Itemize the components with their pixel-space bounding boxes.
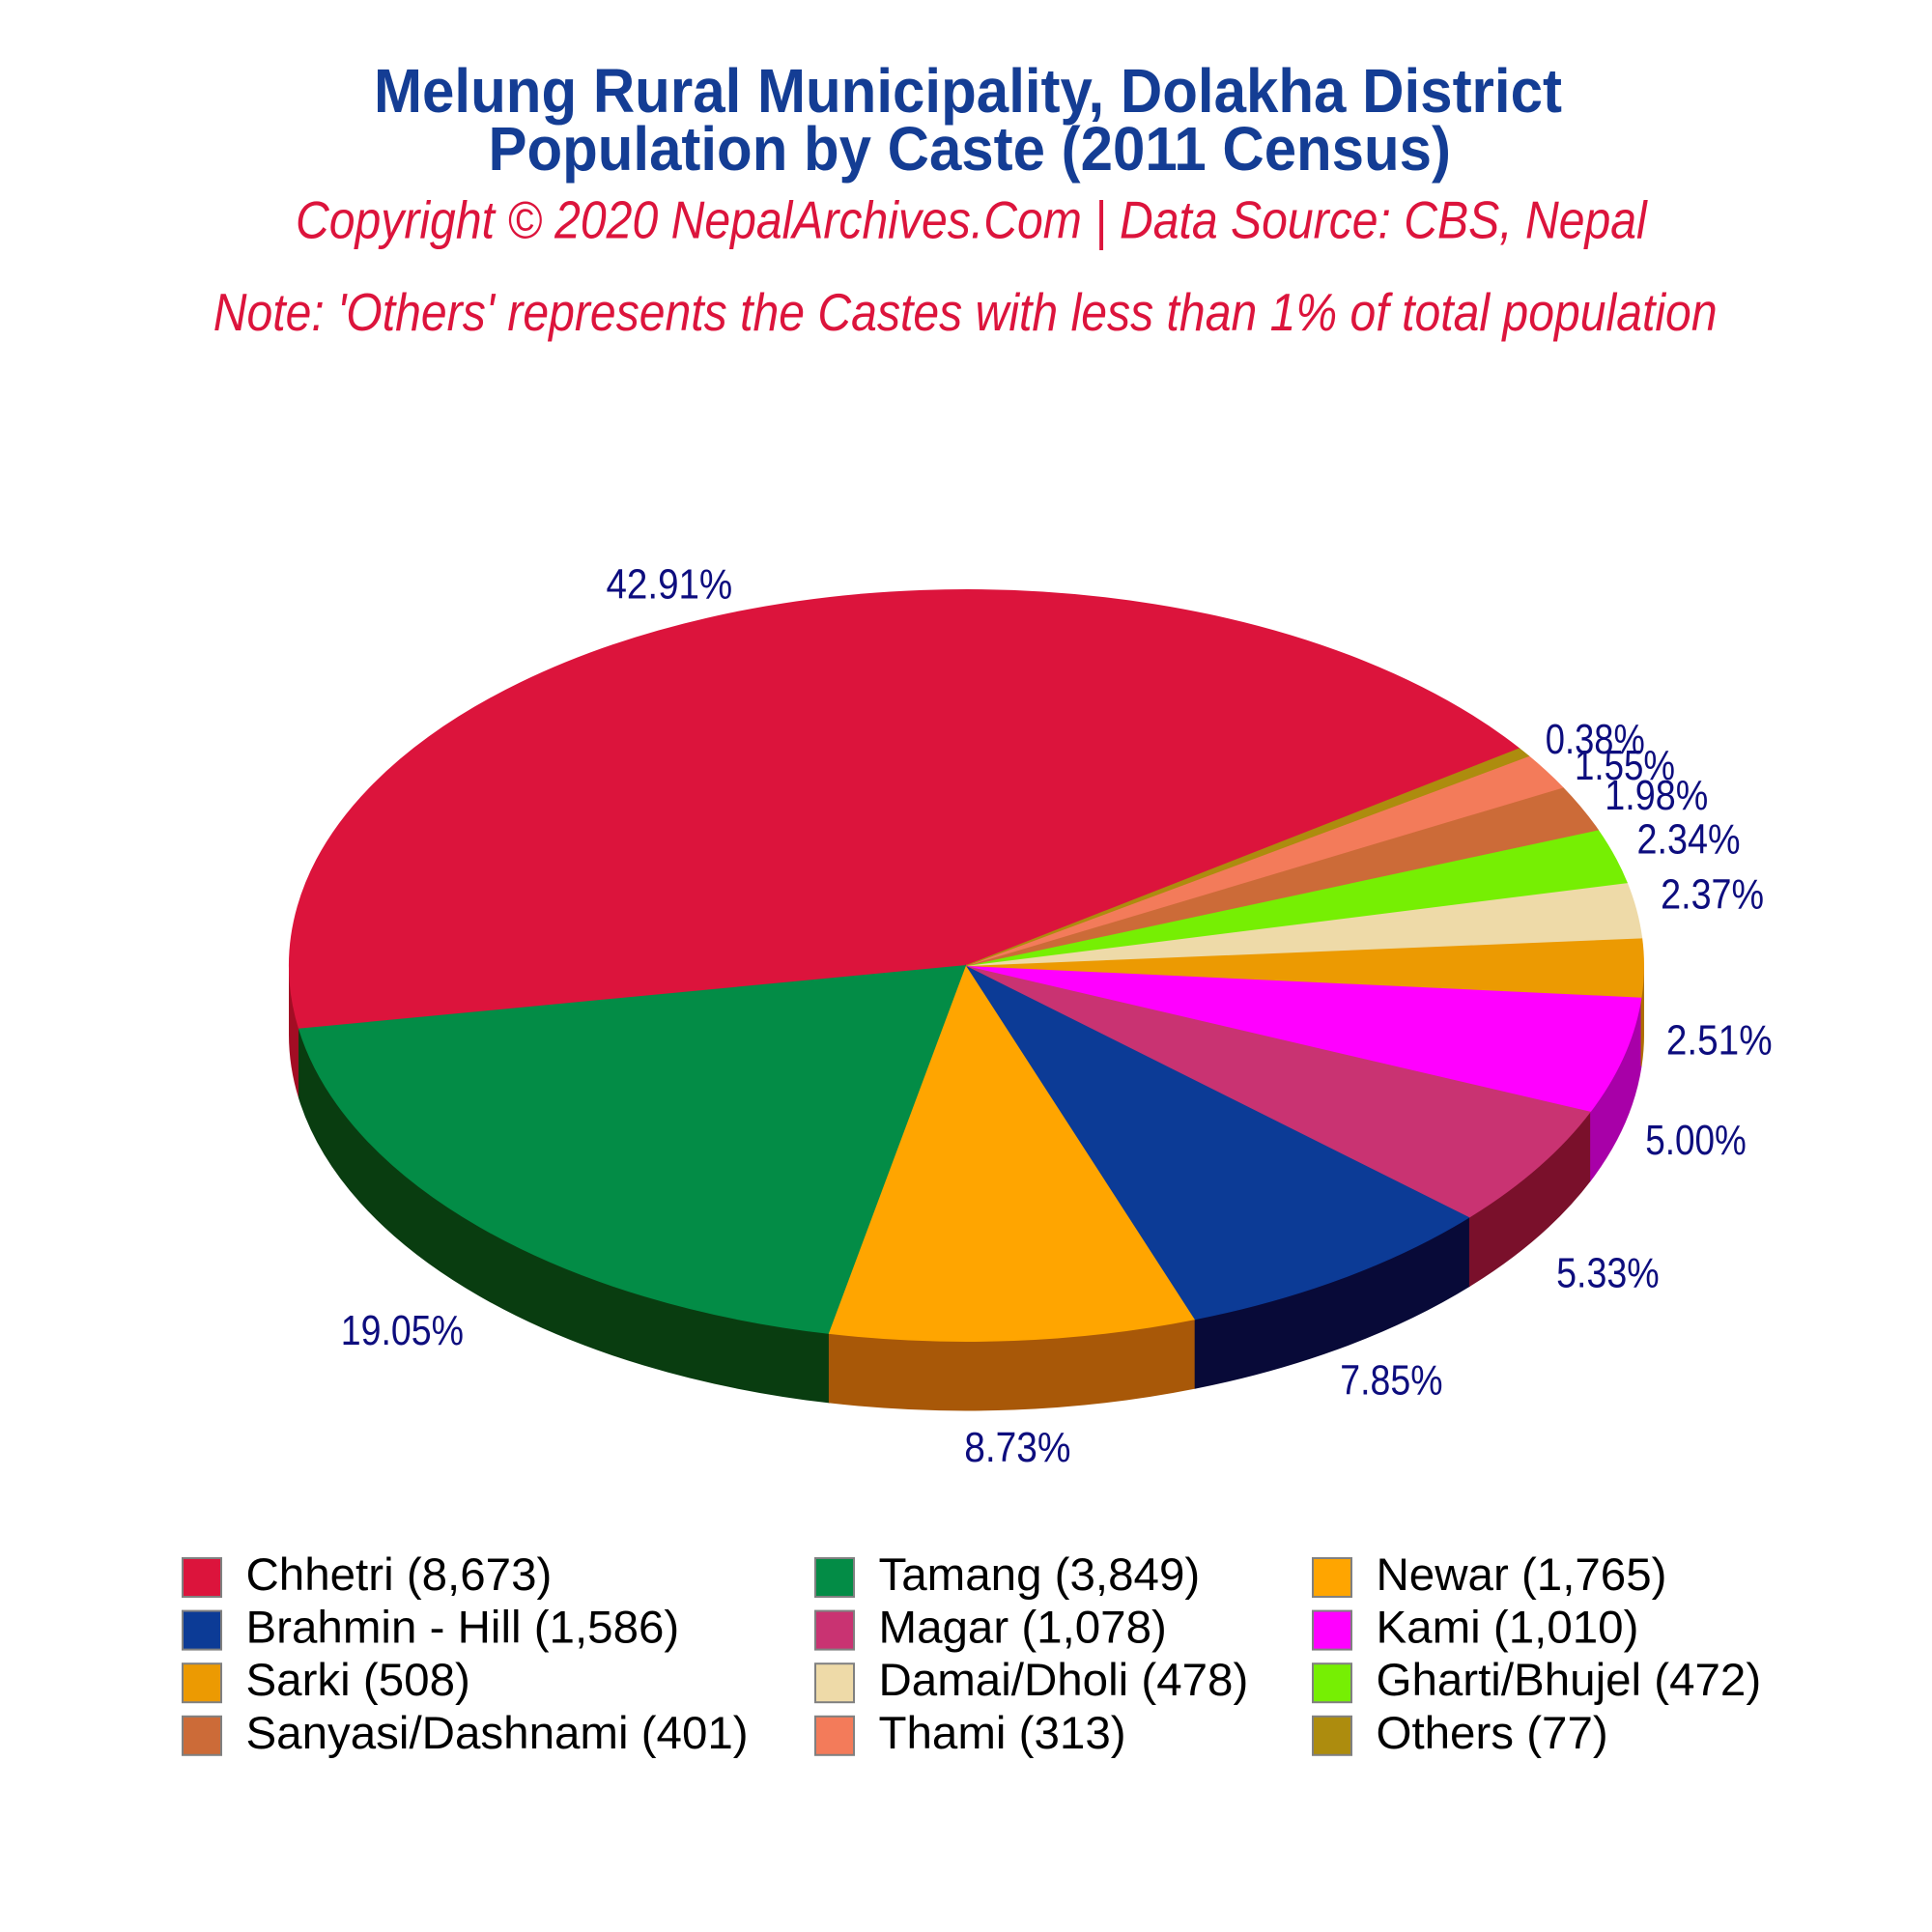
svg-text:0.38%: 0.38% xyxy=(1546,716,1645,763)
svg-text:Population by Caste (2011 Cens: Population by Caste (2011 Census) xyxy=(489,114,1452,184)
svg-text:Sarki (508): Sarki (508) xyxy=(246,1655,470,1706)
svg-text:Kami (1,010): Kami (1,010) xyxy=(1377,1603,1639,1654)
svg-text:1.98%: 1.98% xyxy=(1605,772,1708,819)
svg-text:Newar (1,765): Newar (1,765) xyxy=(1377,1549,1667,1601)
svg-text:5.00%: 5.00% xyxy=(1645,1117,1747,1164)
svg-text:1.55%: 1.55% xyxy=(1575,742,1675,789)
svg-text:2.37%: 2.37% xyxy=(1661,871,1764,919)
svg-text:Tamang (3,849): Tamang (3,849) xyxy=(879,1549,1201,1601)
svg-text:Chhetri (8,673): Chhetri (8,673) xyxy=(246,1549,553,1601)
svg-text:Note: 'Others' represents the: Note: 'Others' represents the Castes wit… xyxy=(213,282,1718,342)
svg-text:2.34%: 2.34% xyxy=(1637,816,1741,864)
svg-text:8.73%: 8.73% xyxy=(964,1424,1070,1471)
svg-text:Damai/Dholi (478): Damai/Dholi (478) xyxy=(879,1655,1249,1706)
svg-text:42.91%: 42.91% xyxy=(607,561,733,609)
svg-text:Melung Rural Municipality, Dol: Melung Rural Municipality, Dolakha Distr… xyxy=(374,56,1562,126)
svg-text:Others (77): Others (77) xyxy=(1377,1708,1608,1759)
svg-text:5.33%: 5.33% xyxy=(1556,1250,1660,1297)
svg-text:Gharti/Bhujel (472): Gharti/Bhujel (472) xyxy=(1377,1655,1762,1706)
svg-text:Copyright © 2020 NepalArchives: Copyright © 2020 NepalArchives.Com | Dat… xyxy=(296,190,1648,251)
svg-text:19.05%: 19.05% xyxy=(341,1307,464,1354)
svg-text:Thami (313): Thami (313) xyxy=(879,1708,1126,1759)
svg-text:Brahmin - Hill (1,586): Brahmin - Hill (1,586) xyxy=(246,1603,680,1654)
svg-text:7.85%: 7.85% xyxy=(1340,1356,1442,1404)
svg-text:Sanyasi/Dashnami (401): Sanyasi/Dashnami (401) xyxy=(246,1708,749,1759)
svg-text:Magar (1,078): Magar (1,078) xyxy=(879,1603,1167,1654)
svg-text:2.51%: 2.51% xyxy=(1666,1016,1773,1064)
